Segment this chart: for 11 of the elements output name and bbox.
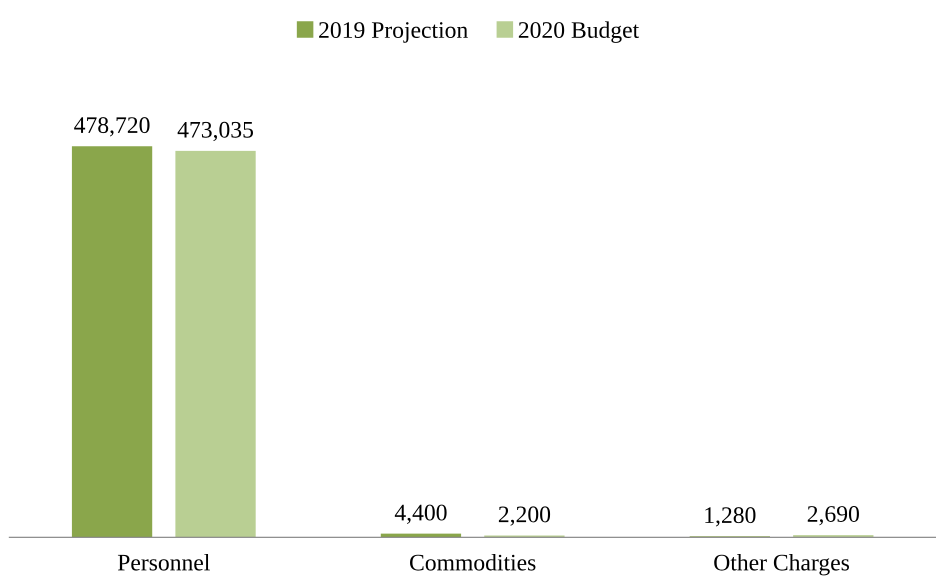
x-tick-label: Other Charges	[714, 554, 850, 576]
data-label: 4,400	[394, 504, 447, 524]
data-label: 473,035	[178, 122, 253, 142]
x-tick-label: Commodities	[410, 554, 536, 571]
x-tick-label: Personnel	[118, 554, 210, 571]
data-label: 478,720	[74, 117, 150, 136]
data-label: 2,200	[498, 506, 550, 526]
data-label: 1,280	[705, 507, 756, 527]
legend-label: 2020 Budget	[518, 21, 640, 43]
legend-label: 2019 Projection	[319, 22, 468, 43]
data-label: 2,690	[808, 506, 859, 526]
